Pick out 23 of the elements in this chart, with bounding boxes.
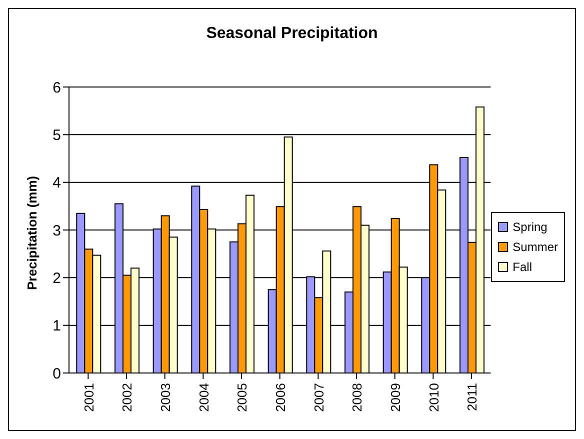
y-tick-label: 3 (52, 222, 61, 240)
y-tick-label: 6 (52, 79, 61, 96)
legend-label: Spring (512, 219, 548, 236)
y-tick-label: 2 (52, 270, 61, 287)
legend-label: Summer (512, 239, 558, 256)
y-tick-label: 5 (52, 126, 61, 144)
x-tick-label: 2001 (81, 383, 96, 412)
y-tick-label: 1 (52, 318, 61, 335)
chart-title: Seasonal Precipitation (205, 25, 379, 43)
x-tick-label: 2003 (158, 383, 174, 412)
legend-label: Fall (512, 259, 532, 276)
x-tick-label: 2009 (388, 383, 404, 412)
x-tick-label: 2004 (196, 383, 212, 412)
y-tick-label: 0 (52, 365, 61, 382)
x-tick-label: 2007 (311, 383, 326, 412)
y-tick-label: 4 (52, 174, 61, 192)
y-axis-title: Precipitation (mm) (24, 176, 40, 290)
x-tick-label: 2002 (120, 383, 135, 412)
x-tick-label: 2010 (426, 383, 442, 412)
x-tick-label: 2008 (350, 383, 365, 412)
x-tick-label: 2005 (234, 383, 250, 412)
x-tick-label: 2011 (464, 383, 480, 411)
x-tick-label: 2006 (273, 383, 288, 412)
